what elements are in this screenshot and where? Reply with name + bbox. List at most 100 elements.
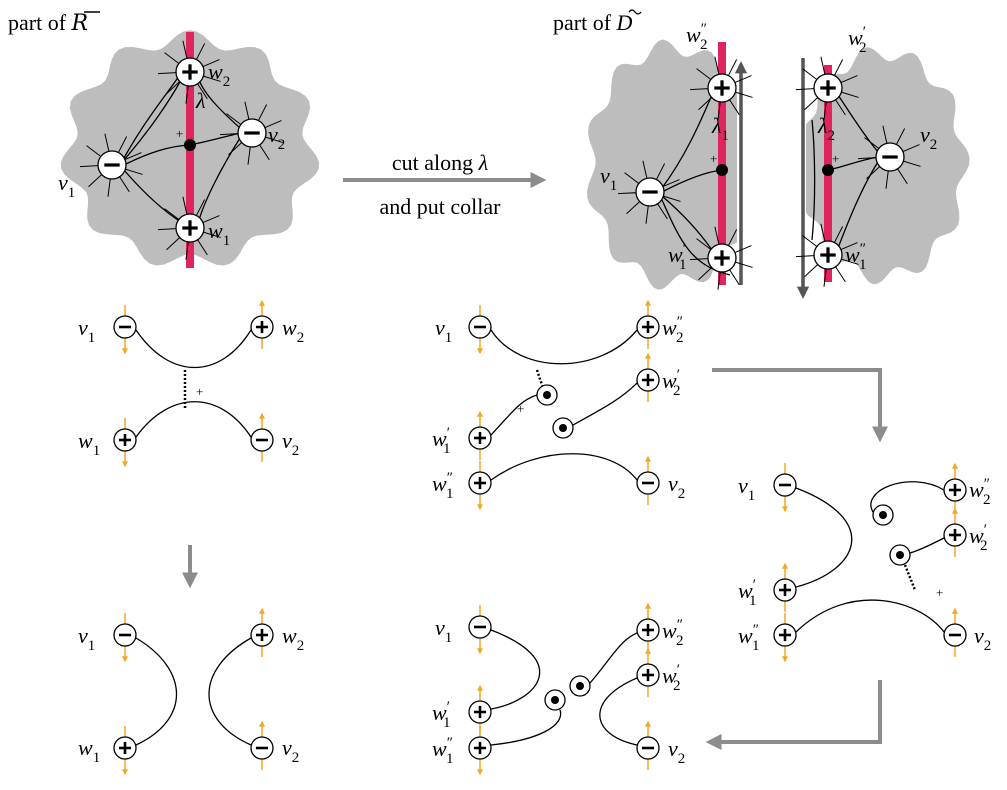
label-sup: ″: [701, 21, 707, 37]
vertex-label: w2: [282, 315, 304, 346]
vertex-label: v2: [268, 122, 285, 153]
spike: [840, 242, 858, 251]
spike: [735, 261, 753, 268]
node-dot: [879, 511, 887, 519]
label-sub: 2: [980, 538, 988, 554]
vertex-label: w″ 2: [969, 476, 990, 508]
edge: [795, 599, 945, 633]
sign-annotation: +: [710, 151, 717, 166]
edge: [198, 79, 241, 129]
label-base: w: [432, 736, 447, 761]
spike: [220, 133, 239, 136]
label-base: w: [208, 218, 223, 243]
spike: [166, 81, 181, 95]
edge: [811, 119, 816, 241]
edge: [661, 94, 713, 189]
label-sub: 2: [676, 633, 684, 649]
vertex-label: w′ 2: [662, 662, 680, 694]
label-sub: 1: [748, 488, 756, 504]
label-sub: 1: [679, 257, 687, 273]
edge: [135, 401, 252, 438]
spike: [796, 88, 815, 91]
label-sub: 2: [297, 638, 305, 654]
vertex-label: w1: [78, 735, 100, 766]
spike: [698, 267, 713, 281]
spike: [735, 91, 753, 98]
label-base: v: [600, 163, 610, 188]
vertex-label: v1: [78, 315, 95, 346]
spike: [833, 226, 844, 243]
spike: [247, 146, 251, 165]
vertex-label: λ1: [711, 113, 729, 144]
label-sub: 2: [223, 74, 231, 90]
vertex-label: w2: [208, 59, 230, 90]
spike: [696, 68, 712, 80]
label-sub: 2: [984, 638, 992, 654]
spike: [714, 56, 720, 75]
vertex-label: w′ 1: [432, 699, 450, 731]
label-sub: 2: [930, 137, 938, 153]
spike: [840, 75, 858, 84]
vertex-dot: [716, 164, 728, 176]
label-sub: 1: [445, 630, 453, 646]
spike: [690, 88, 709, 91]
spike: [202, 59, 220, 68]
spike: [858, 157, 877, 160]
label-sub: 2: [673, 383, 681, 399]
vertex-label: w1: [78, 428, 100, 459]
label-base: v: [78, 315, 88, 340]
spike: [841, 91, 859, 98]
label-sub: 2: [828, 128, 836, 144]
label-base: w: [662, 618, 677, 643]
label-base: v: [78, 623, 88, 648]
label-base: w: [662, 315, 677, 340]
label-base: w: [78, 428, 93, 453]
spike: [835, 266, 846, 283]
edge: [870, 481, 945, 513]
label-sup: ″: [677, 314, 683, 330]
spike: [734, 245, 752, 254]
spike: [244, 101, 250, 120]
spike: [185, 85, 189, 104]
spike: [804, 97, 819, 111]
spike: [185, 241, 189, 260]
vertex-label: λ: [195, 88, 206, 113]
label-sub: 1: [722, 128, 730, 144]
edge: [490, 329, 638, 365]
edge: [572, 382, 638, 426]
label-sup: ′: [677, 662, 680, 678]
label-base: w: [282, 315, 297, 340]
spike: [696, 238, 712, 250]
label-base: v: [974, 623, 984, 648]
label-sup: ″: [677, 617, 683, 633]
spike: [823, 101, 827, 120]
label-sup: ′: [683, 241, 686, 257]
spike: [124, 152, 142, 161]
label-sup: ″: [447, 735, 453, 751]
edge: [909, 537, 945, 554]
vertex-label: w′ 1: [432, 425, 450, 457]
label-base: w: [432, 471, 447, 496]
spike: [657, 203, 668, 220]
label-sup: ′: [677, 367, 680, 383]
label-base: w: [282, 623, 297, 648]
label-base: v: [282, 428, 292, 453]
spike: [734, 75, 752, 84]
label-base: v: [58, 170, 68, 195]
node-dot: [896, 551, 904, 559]
spike: [264, 120, 282, 129]
vertex-label: w″ 1: [432, 470, 453, 502]
vertex-label: v2: [668, 736, 685, 767]
label-base: w: [208, 59, 223, 84]
surface: [587, 39, 737, 290]
edge: [198, 137, 241, 221]
vertex-label: v2: [282, 735, 299, 766]
label-base: λ: [711, 113, 722, 138]
label-sub: 2: [673, 678, 681, 694]
spike: [624, 172, 640, 184]
label-base: v: [668, 736, 678, 761]
node-dot: [559, 424, 567, 432]
spike: [158, 228, 177, 231]
label-sub: 1: [88, 638, 96, 654]
label-sub: 1: [610, 178, 618, 194]
